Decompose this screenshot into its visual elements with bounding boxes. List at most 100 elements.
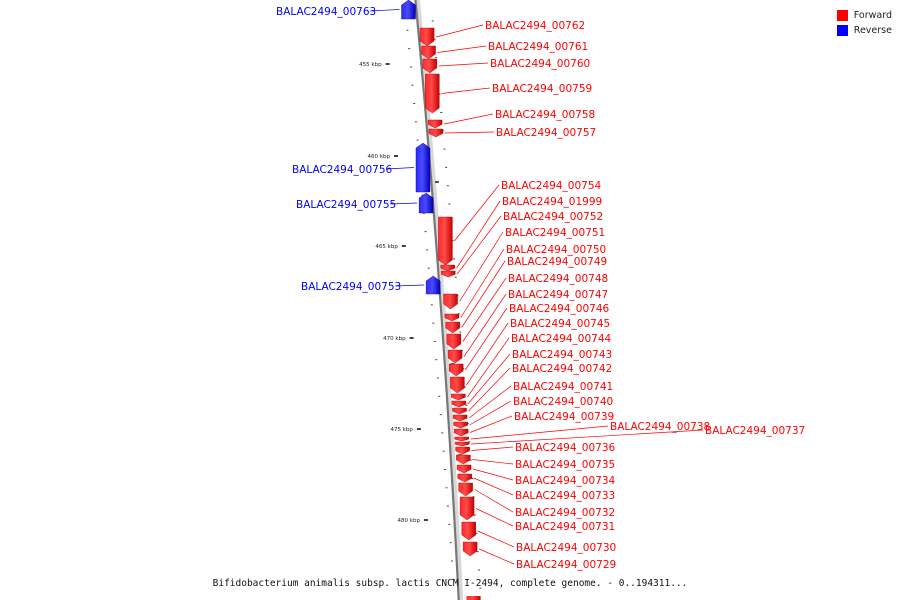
gene-arrow-balac2494_00750[interactable] [444, 313, 460, 322]
gene-arrow-balac2494_00758[interactable] [427, 119, 443, 129]
gene-arrow-balac2494_00757[interactable] [428, 128, 444, 138]
leader-line [472, 468, 514, 481]
axis-tick-label: 470 kbp [383, 336, 406, 342]
gene-label-balac2494_00761[interactable]: BALAC2494_00761 [488, 41, 588, 53]
gene-label-balac2494_00748[interactable]: BALAC2494_00748 [508, 273, 608, 285]
leader-line [461, 260, 506, 328]
gene-label-balac2494_00733[interactable]: BALAC2494_00733 [515, 490, 615, 502]
legend-forward-label: Forward [853, 10, 892, 21]
legend: Forward Reverse [836, 8, 892, 38]
gene-label-balac2494_00730[interactable]: BALAC2494_00730 [516, 542, 616, 554]
backbone-shadow [414, 0, 464, 600]
gene-label-balac2494_00747[interactable]: BALAC2494_00747 [508, 289, 608, 301]
gene-arrow-balac2494_00756[interactable] [415, 142, 431, 193]
gene-label-balac2494_00735[interactable]: BALAC2494_00735 [515, 459, 615, 471]
gene-arrow-balac2494_00760[interactable] [422, 58, 437, 74]
gene-label-balac2494_00736[interactable]: BALAC2494_00736 [515, 442, 616, 454]
gene-arrow-balac2494_00738[interactable] [454, 436, 469, 442]
leader-line [437, 45, 487, 53]
leader-line [469, 400, 512, 426]
leader-line [478, 548, 515, 565]
leader-line [462, 277, 507, 342]
gene-label-balac2494_00750[interactable]: BALAC2494_00750 [506, 244, 606, 256]
leader-line [466, 322, 509, 386]
gene-arrow-balac2494_00741[interactable] [452, 414, 468, 422]
gene-arrow-balac2494_00749[interactable] [445, 321, 460, 334]
gene-arrow-balac2494_00729[interactable] [462, 541, 478, 557]
leader-line [473, 477, 514, 496]
gene-arrow-balac2494_00735[interactable] [456, 454, 471, 465]
gene-label-balac2494_00752[interactable]: BALAC2494_00752 [503, 211, 603, 223]
gene-label-balac2494_00753[interactable]: BALAC2494_00753 [301, 281, 401, 293]
gene-arrow-balac2494_00755[interactable] [418, 192, 434, 214]
gene-label-balac2494_00754[interactable]: BALAC2494_00754 [501, 180, 602, 192]
gene-arrow-balac2494_00743[interactable] [451, 400, 467, 408]
leader-line [386, 167, 415, 170]
gene-label-balac2494_00760[interactable]: BALAC2494_00760 [490, 58, 590, 70]
gene-label-balac2494_00742[interactable]: BALAC2494_00742 [512, 363, 612, 375]
gene-label-balac2494_00737[interactable]: BALAC2494_00737 [705, 425, 805, 437]
gene-arrow-balac2494_00742[interactable] [452, 407, 467, 415]
gene-label-balac2494_00763[interactable]: BALAC2494_00763 [276, 6, 376, 18]
gene-label-balac2494_00757[interactable]: BALAC2494_00757 [496, 127, 596, 139]
leader-line [470, 425, 609, 440]
gene-label-balac2494_00743[interactable]: BALAC2494_00743 [512, 349, 612, 361]
gene-label-balac2494_00740[interactable]: BALAC2494_00740 [513, 396, 613, 408]
leader-line [472, 459, 514, 465]
axis-tick-label: 455 kbp [359, 62, 382, 68]
gene-arrow-balac2494_00746[interactable] [448, 363, 464, 377]
gene-arrow-balac2494_01999[interactable] [440, 264, 455, 272]
gene-label-balac2494_00749[interactable]: BALAC2494_00749 [507, 256, 607, 268]
reverse-swatch [836, 25, 848, 36]
gene-label-balac2494_00755[interactable]: BALAC2494_00755 [296, 199, 396, 211]
gene-arrow-balac2494_00740[interactable] [453, 421, 468, 429]
gene-label-balac2494_00758[interactable]: BALAC2494_00758 [495, 109, 595, 121]
gene-arrow-balac2494_00733[interactable] [457, 473, 472, 483]
gene-label-balac2494_00744[interactable]: BALAC2494_00744 [511, 333, 612, 345]
gene-arrow-balac2494_00748[interactable] [446, 333, 462, 350]
gene-arrow-balac2494_00745[interactable] [450, 376, 465, 394]
gene-arrow-balac2494_00737[interactable] [454, 441, 470, 447]
gene-arrow-balac2494_00763[interactable] [401, 0, 416, 20]
leader-line [471, 446, 514, 451]
leader-line [395, 284, 425, 287]
leader-line [468, 385, 512, 419]
gene-label-balac2494_00729[interactable]: BALAC2494_00729 [516, 559, 616, 571]
gene-arrow-balac2494_00747[interactable] [447, 349, 463, 364]
gene-label-balac2494_00731[interactable]: BALAC2494_00731 [515, 521, 615, 533]
gene-arrow-balac2494_00762[interactable] [419, 27, 435, 47]
gene-label-balac2494_00734[interactable]: BALAC2494_00734 [515, 475, 616, 487]
gene-arrow-balac2494_00751[interactable] [443, 293, 458, 310]
gene-label-balac2494_00762[interactable]: BALAC2494_00762 [485, 20, 585, 32]
gene-arrow-balac2494_00730[interactable] [461, 521, 476, 541]
gene-label-balac2494_00751[interactable]: BALAC2494_00751 [505, 227, 605, 239]
gene-label-balac2494_00746[interactable]: BALAC2494_00746 [509, 303, 610, 315]
gene-label-balac2494_00738[interactable]: BALAC2494_00738 [610, 421, 710, 433]
gene-arrow-balac2494_00761[interactable] [421, 45, 436, 60]
gene-arrow-balac2494_00753[interactable] [425, 275, 441, 295]
legend-forward: Forward [836, 8, 892, 23]
gene-arrow-balac2494_00752[interactable] [441, 270, 456, 278]
gene-label-balac2494_00739[interactable]: BALAC2494_00739 [514, 411, 614, 423]
leader-line [475, 508, 514, 527]
gene-label-balac2494_00745[interactable]: BALAC2494_00745 [510, 318, 610, 330]
leader-line [471, 429, 704, 445]
gene-label-balac2494_01999[interactable]: BALAC2494_01999 [502, 196, 602, 208]
gene-label-balac2494_00741[interactable]: BALAC2494_00741 [513, 381, 613, 393]
gene-arrow-balac2494_00734[interactable] [456, 464, 472, 474]
gene-label-balac2494_00732[interactable]: BALAC2494_00732 [515, 507, 615, 519]
gene-label-balac2494_00759[interactable]: BALAC2494_00759 [492, 83, 592, 95]
leader-line [444, 131, 495, 134]
gene-arrow-balac2494_00731[interactable] [459, 496, 475, 521]
leader-line [463, 293, 507, 357]
gene-arrow-balac2494_00732[interactable] [458, 482, 473, 497]
leader-line [464, 307, 508, 371]
leader-line [460, 248, 505, 318]
leader-line [470, 415, 513, 433]
gene-arrow-balac2494_00739[interactable] [453, 428, 469, 437]
gene-arrow-balac2494_00759[interactable] [425, 73, 440, 114]
gene-arrow-balac2494_00744[interactable] [451, 393, 466, 401]
gene-arrow-balac2494_00736[interactable] [455, 446, 470, 455]
gene-arrow-balac2494_00754[interactable] [438, 216, 453, 266]
gene-label-balac2494_00756[interactable]: BALAC2494_00756 [292, 164, 393, 176]
